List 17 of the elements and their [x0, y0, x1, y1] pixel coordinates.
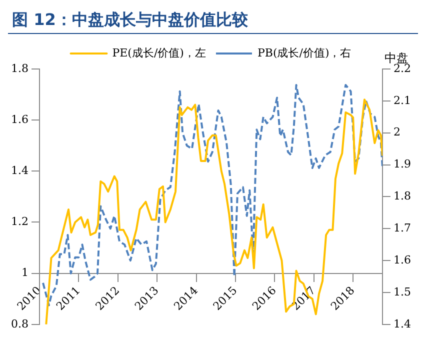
y2-tick-label: 1.7: [394, 221, 412, 234]
y2-tick-label: 1.4: [394, 317, 412, 330]
y-tick-label: 0.8: [10, 317, 28, 330]
legend-label: PE(成长/价值)，左: [112, 46, 206, 60]
y2-tick-label: 1.8: [394, 190, 412, 203]
y-tick-label: 1: [21, 266, 28, 280]
y-tick-label: 1.8: [10, 62, 28, 75]
y-tick-label: 1.2: [10, 215, 28, 228]
y2-tick-label: 1.5: [394, 285, 412, 298]
y-tick-label: 1.6: [10, 112, 28, 126]
y2-tick-label: 1.9: [394, 158, 412, 171]
chart-title: 图 12：中盘成长与中盘价值比较: [8, 8, 418, 34]
y-tick-label: 1.4: [10, 164, 28, 178]
y2-tick-label: 2: [394, 126, 401, 139]
y2-tick-label: 2.1: [394, 94, 412, 107]
legend-label: PB(成长/价值)，右: [257, 46, 352, 60]
y2-tick-label: 1.6: [394, 253, 412, 266]
